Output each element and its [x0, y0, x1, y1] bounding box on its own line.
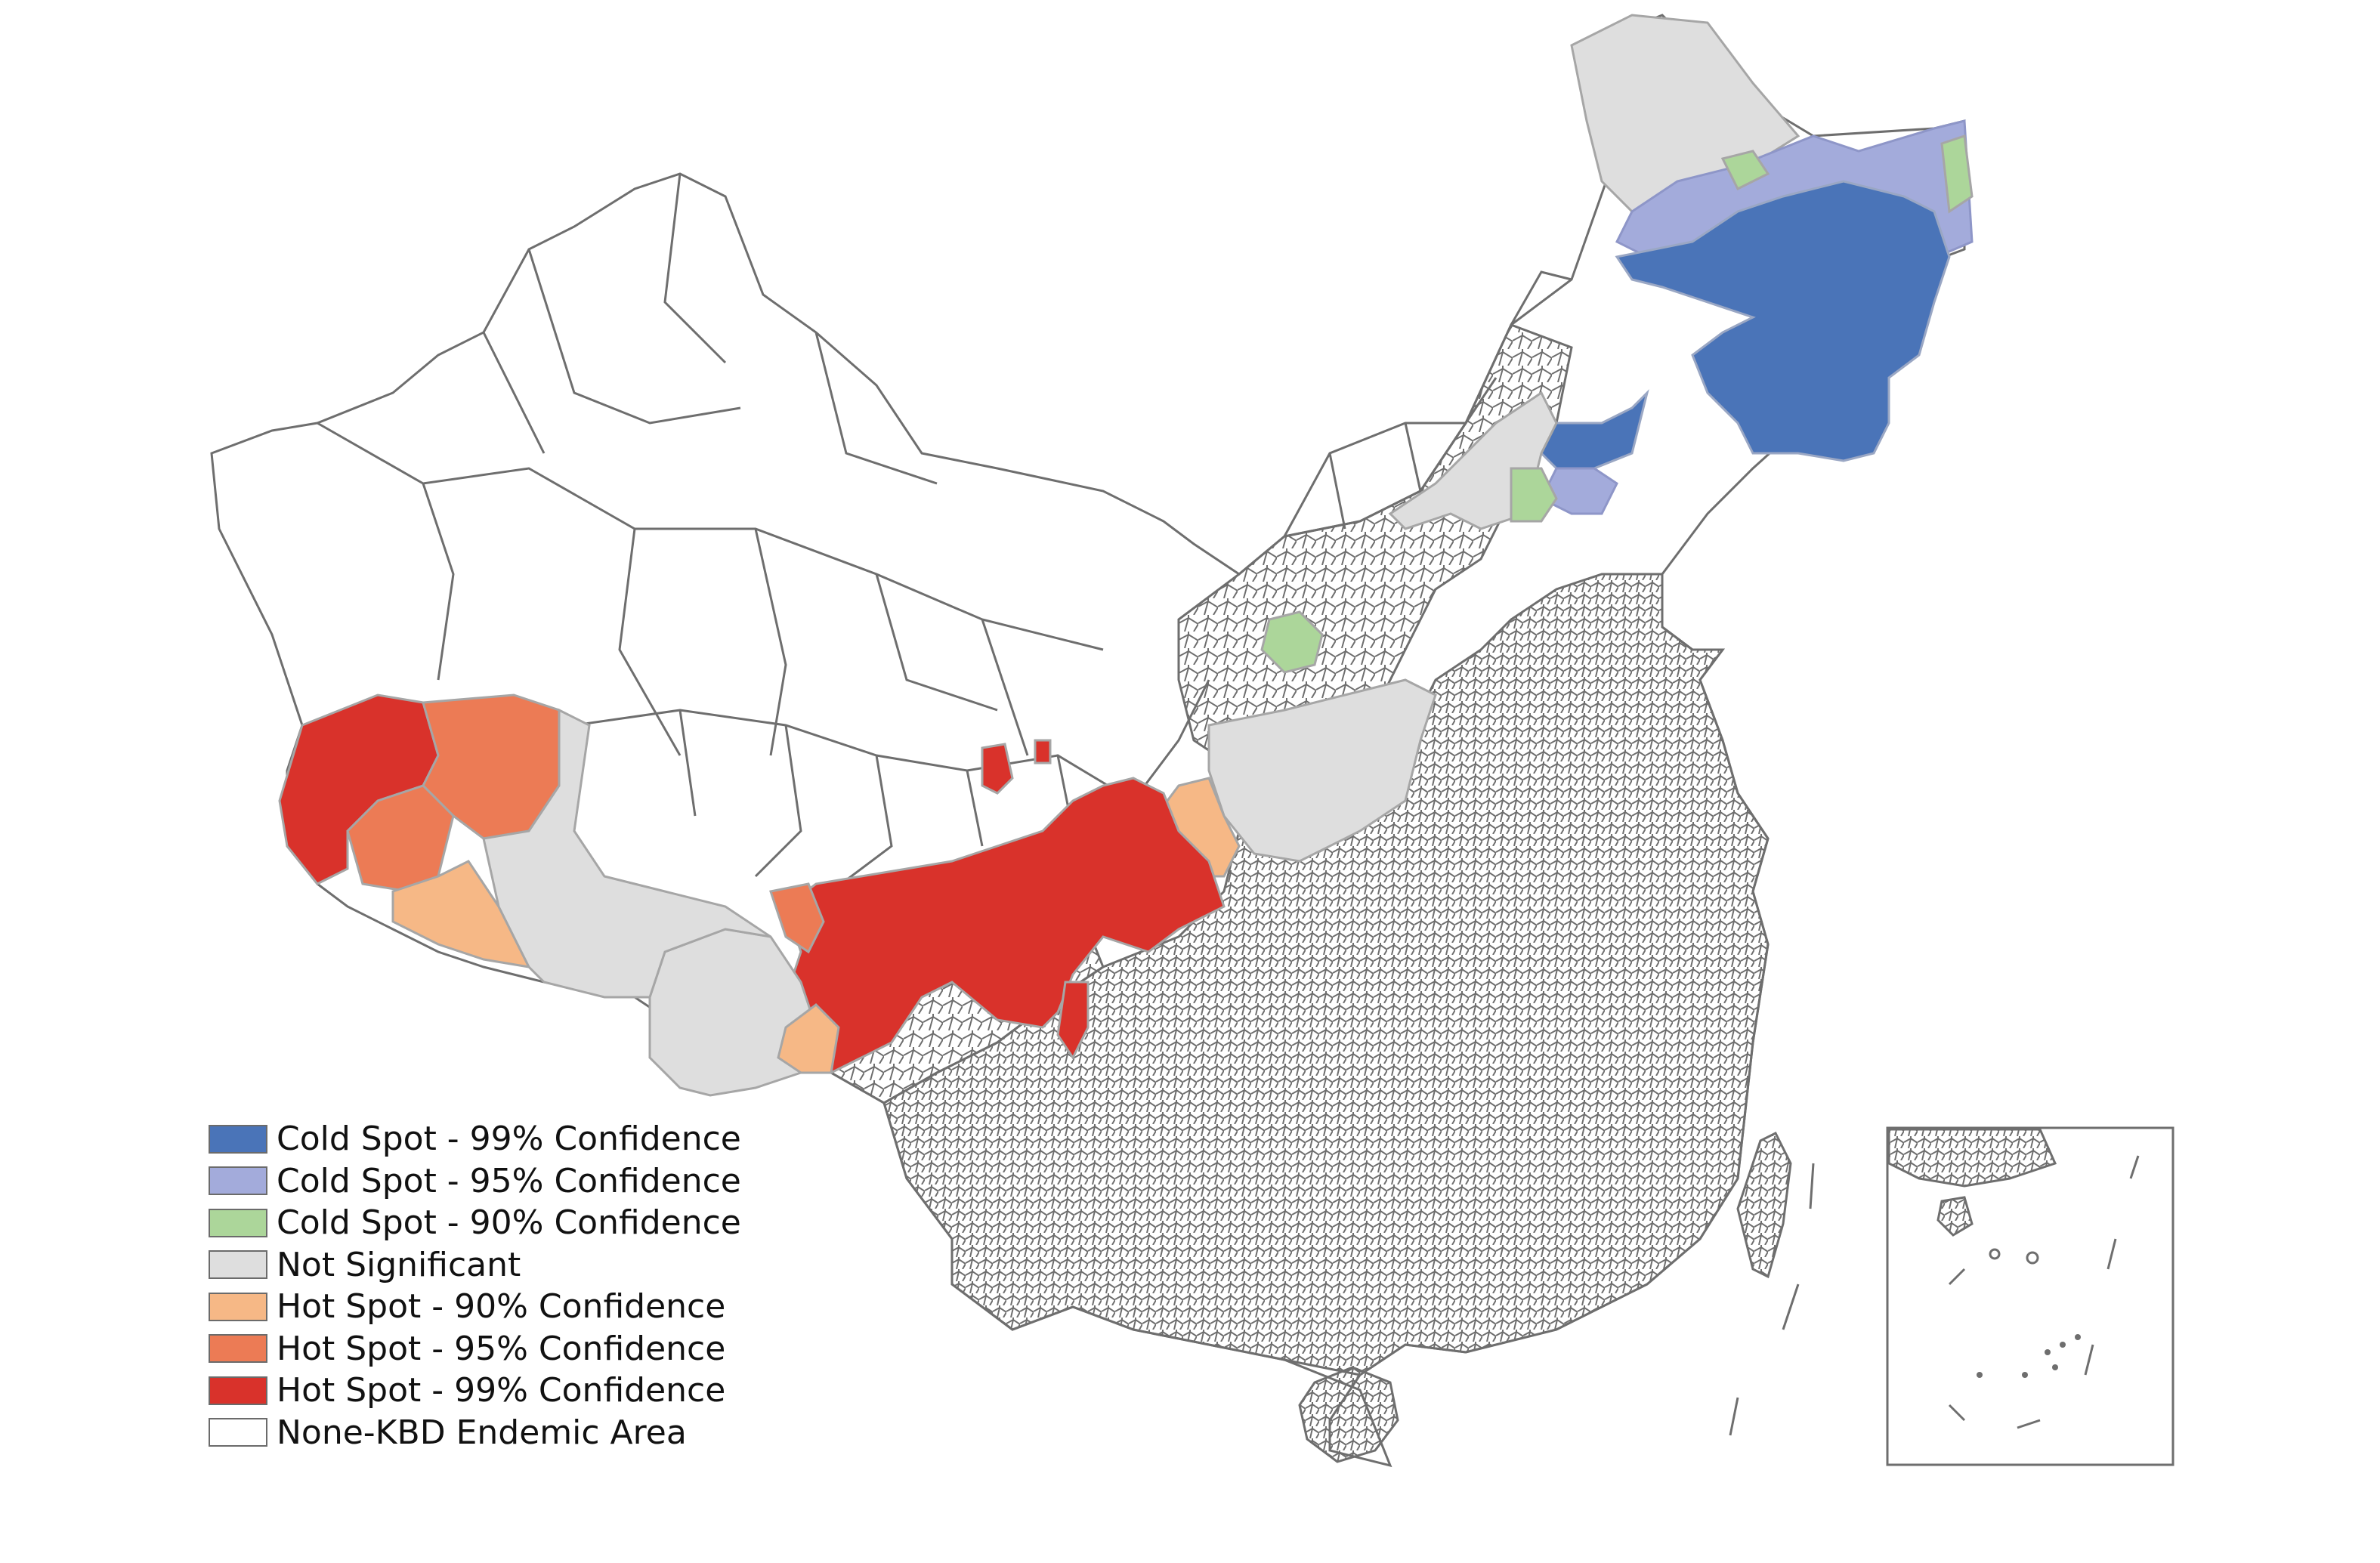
cold99-northeast [1615, 180, 1951, 462]
inner-mongolia-tracts [1283, 270, 1572, 537]
hot99-yunnan-strip [1056, 981, 1090, 1060]
legend-label: Cold Spot - 95% Confidence [277, 1161, 741, 1200]
legend-swatch [209, 1376, 267, 1405]
legend-item-cold90: Cold Spot - 90% Confidence [209, 1202, 741, 1244]
xinjiang-tracts [317, 173, 1104, 756]
cold90-northeast-east [1940, 134, 1974, 214]
legend-item-hot90: Hot Spot - 90% Confidence [209, 1286, 741, 1328]
qinghai-gansu-tracts [573, 679, 1210, 893]
ns-tibet-central [482, 708, 771, 999]
map-legend: Cold Spot - 99% Confidence Cold Spot - 9… [209, 1118, 741, 1453]
cold90-northeast-north [1720, 150, 1770, 191]
hot99-gansu-patch [981, 743, 1014, 795]
hot95-sichuan-west [769, 882, 825, 954]
legend-swatch [209, 1208, 267, 1237]
south-china-sea-inset [1886, 1126, 2174, 1466]
legend-swatch [209, 1124, 267, 1154]
legend-item-none-kbd: None-KBD Endemic Area [209, 1412, 741, 1454]
hot95-tibet-southwest [346, 784, 455, 893]
cold90-shanxi [1260, 610, 1324, 674]
legend-item-hot99: Hot Spot - 99% Confidence [209, 1370, 741, 1412]
legend-swatch [209, 1166, 267, 1196]
legend-item-cold95: Cold Spot - 95% Confidence [209, 1160, 741, 1203]
legend-label: Hot Spot - 90% Confidence [277, 1287, 726, 1327]
legend-label: Hot Spot - 99% Confidence [277, 1371, 726, 1410]
hot99-sichuan-belt [784, 777, 1226, 1074]
hot90-yunnan-northwest [777, 1003, 840, 1074]
taiwan-island [1736, 1131, 1792, 1279]
legend-item-hot95: Hot Spot - 95% Confidence [209, 1328, 741, 1370]
legend-item-cold99: Cold Spot - 99% Confidence [209, 1118, 741, 1160]
legend-label: Cold Spot - 90% Confidence [277, 1203, 741, 1243]
legend-swatch [209, 1418, 267, 1447]
maritime-boundary-dashes [1729, 1163, 1815, 1436]
hainan-island [1298, 1366, 1399, 1463]
legend-label: None-KBD Endemic Area [277, 1413, 687, 1452]
legend-label: Hot Spot - 95% Confidence [277, 1329, 726, 1368]
cold99-jilin-west [1540, 389, 1649, 470]
legend-label: Not Significant [277, 1245, 521, 1284]
legend-item-not-significant: Not Significant [209, 1244, 741, 1287]
hot99-gansu-patch-small [1034, 739, 1052, 765]
legend-swatch [209, 1250, 267, 1280]
cold90-hebei [1510, 467, 1558, 523]
legend-swatch [209, 1292, 267, 1321]
legend-label: Cold Spot - 99% Confidence [277, 1120, 741, 1159]
legend-swatch [209, 1334, 267, 1364]
